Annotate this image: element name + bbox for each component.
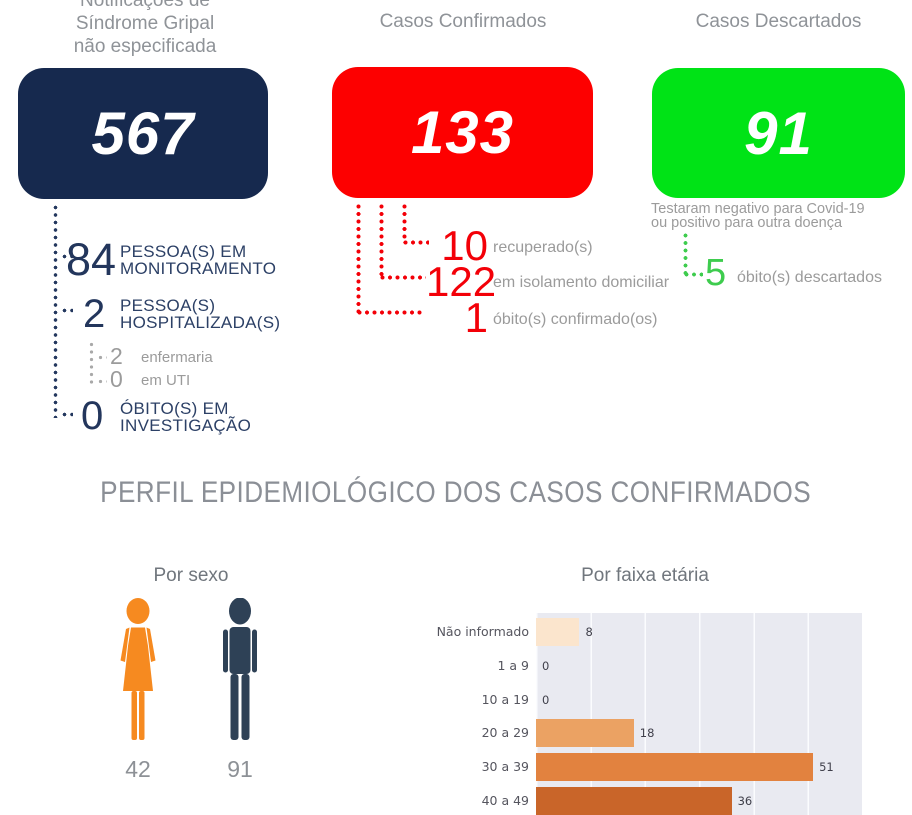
bar-value-label: 36 bbox=[737, 794, 753, 808]
age-category-label: 30 a 39 bbox=[481, 759, 529, 774]
notifications-count: 567 bbox=[91, 100, 195, 167]
monitoring-label: PESSOA(S) EM MONITORAMENTO bbox=[120, 242, 277, 278]
discarded-deaths-count: 5 bbox=[705, 252, 727, 294]
red-connector-2-h bbox=[379, 275, 426, 280]
confirmed-deaths-count: 1 bbox=[464, 294, 488, 341]
discarded-count: 91 bbox=[744, 99, 813, 167]
hospitalized-label-line2: HOSPITALIZADA(S) bbox=[120, 312, 281, 332]
red-connector-3-h bbox=[356, 310, 425, 315]
chart-row: 51 bbox=[536, 753, 862, 781]
bar-value-label: 51 bbox=[819, 760, 834, 774]
bar-value-label: 0 bbox=[542, 693, 550, 707]
section-title: PERFIL EPIDEMIOLÓGICO DOS CASOS CONFIRMA… bbox=[0, 476, 912, 510]
hospitalized-label: PESSOA(S) HOSPITALIZADA(S) bbox=[120, 296, 281, 332]
hospitalized-label-line1: PESSOA(S) bbox=[120, 296, 216, 315]
ward-label: enfermaria bbox=[141, 349, 213, 366]
icu-count: 0 bbox=[110, 366, 123, 392]
ward-count: 2 bbox=[110, 343, 123, 369]
green-connector-v bbox=[683, 232, 688, 276]
deaths-investigation-line1: ÓBITO(S) EM bbox=[120, 399, 229, 418]
age-category-label: 1 a 9 bbox=[497, 658, 529, 673]
notifications-title-line2: Síndrome Gripal bbox=[75, 13, 215, 34]
bar-value-label: 8 bbox=[585, 625, 593, 639]
confirmed-deaths-label: óbito(s) confirmado(os) bbox=[493, 311, 658, 328]
deaths-investigation-count: 0 bbox=[81, 394, 104, 438]
hospital-sub-stub-2 bbox=[97, 379, 107, 384]
recovered-label: recuperado(s) bbox=[493, 239, 593, 256]
section-title-text: PERFIL EPIDEMIOLÓGICO DOS CASOS CONFIRMA… bbox=[100, 476, 812, 509]
age-chart-title: Por faixa etária bbox=[581, 565, 709, 586]
notifications-card-title: Notificações de Síndrome Gripal não espe… bbox=[30, 0, 260, 58]
age-chart-plot: 8 0 0 18 51 36 bbox=[536, 613, 862, 815]
chart-row: 0 bbox=[536, 686, 862, 714]
navy-connector-stub-2 bbox=[61, 308, 73, 313]
navy-connector-stub-1 bbox=[61, 254, 73, 259]
bar bbox=[536, 787, 732, 815]
monitoring-count: 84 bbox=[66, 234, 117, 285]
discarded-caption-line1: Testaram negativo para Covid-19 bbox=[651, 201, 865, 217]
by-sex-title: Por sexo bbox=[153, 565, 229, 586]
age-category-label: Não informado bbox=[436, 624, 529, 639]
discarded-caption: Testaram negativo para Covid-19 ou posit… bbox=[651, 201, 907, 231]
monitoring-label-line1: PESSOA(S) EM bbox=[120, 242, 247, 261]
chart-row: 36 bbox=[536, 787, 862, 815]
bar-value-label: 0 bbox=[542, 659, 550, 673]
discarded-card: 91 bbox=[652, 68, 905, 198]
chart-row: 8 bbox=[536, 618, 862, 646]
notifications-title-line1: Notificações de bbox=[80, 0, 210, 11]
red-connector-1-h bbox=[402, 240, 429, 245]
green-connector-h bbox=[683, 272, 703, 277]
confirmed-card: 133 bbox=[332, 67, 593, 198]
bar bbox=[536, 753, 814, 781]
hospital-sub-connector bbox=[89, 341, 94, 387]
confirmed-count: 133 bbox=[410, 99, 515, 166]
age-category-label: 40 a 49 bbox=[481, 793, 529, 808]
bar-value-label: 18 bbox=[639, 726, 655, 740]
male-icon bbox=[223, 598, 257, 740]
notifications-title-line3: não especificada bbox=[73, 36, 217, 57]
deaths-investigation-label: ÓBITO(S) EM INVESTIGAÇÃO bbox=[120, 399, 252, 435]
red-connector-2-v bbox=[379, 203, 384, 278]
isolation-count: 122 bbox=[426, 258, 497, 305]
hospital-sub-stub-1 bbox=[97, 355, 107, 360]
deaths-investigation-line2: INVESTIGAÇÃO bbox=[120, 415, 252, 435]
notifications-card: 567 bbox=[18, 68, 268, 199]
navy-connector-line bbox=[53, 204, 58, 418]
bar bbox=[536, 618, 580, 646]
confirmed-card-title: Casos Confirmados bbox=[379, 11, 547, 32]
male-count: 91 bbox=[227, 756, 253, 782]
red-connector-3-v bbox=[356, 203, 361, 313]
red-connector-1-v bbox=[402, 203, 407, 243]
bar bbox=[536, 719, 634, 747]
hospitalized-count: 2 bbox=[83, 292, 106, 336]
age-category-label: 10 a 19 bbox=[481, 692, 529, 707]
chart-row: 0 bbox=[536, 652, 862, 680]
navy-connector-stub-3 bbox=[61, 412, 73, 417]
female-icon bbox=[120, 598, 156, 740]
female-count: 42 bbox=[125, 756, 151, 782]
discarded-deaths-label: óbito(s) descartados bbox=[737, 269, 882, 286]
icu-label: em UTI bbox=[141, 372, 191, 389]
monitoring-label-line2: MONITORAMENTO bbox=[120, 258, 277, 278]
isolation-label: em isolamento domiciliar bbox=[493, 274, 670, 291]
discarded-caption-line2: ou positivo para outra doença bbox=[651, 215, 843, 231]
age-category-label: 20 a 29 bbox=[481, 725, 529, 740]
recovered-count: 10 bbox=[441, 222, 488, 269]
discarded-card-title: Casos Descartados bbox=[695, 11, 862, 32]
chart-row: 18 bbox=[536, 719, 862, 747]
